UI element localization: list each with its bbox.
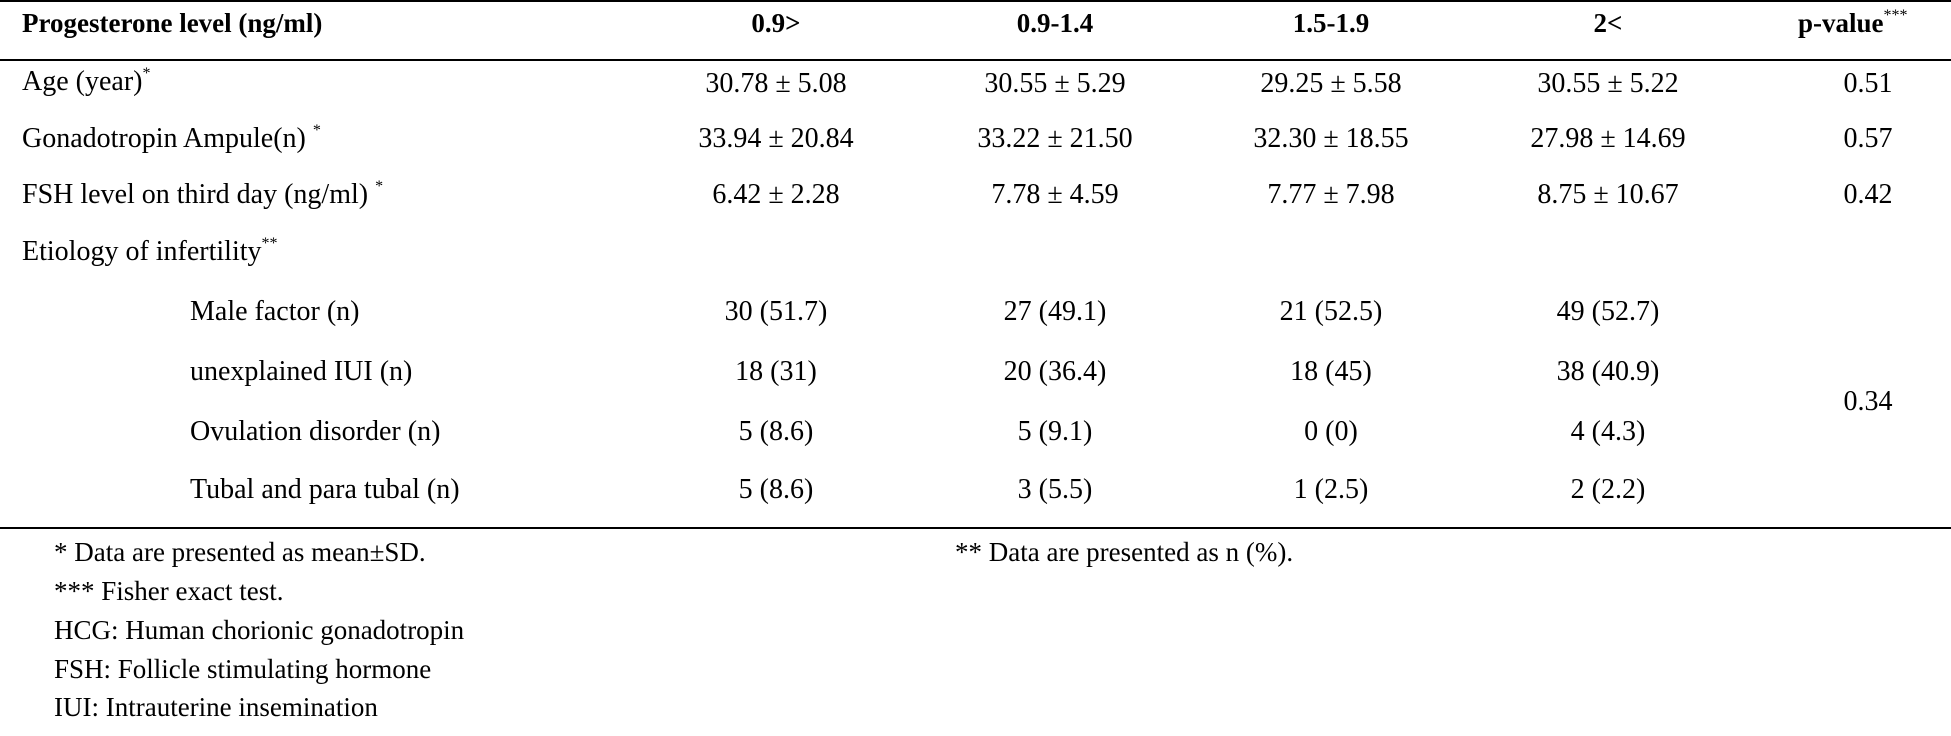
header-col2: 0.9-1.4 [1016,8,1094,38]
table-cell: 30 (51.7) [724,296,828,327]
p-value-cell: 0.51 [1843,68,1893,99]
row-label: Tubal and para tubal (n) [190,474,460,505]
table-cell: 27 (49.1) [1003,296,1107,327]
table-cell: 27.98 ± 14.69 [1530,123,1686,154]
table-header-rule [0,59,1951,61]
p-value-cell: 0.57 [1843,123,1893,154]
table-cell: 5 (8.6) [738,416,814,447]
row-label: Etiology of infertility** [22,235,278,267]
table-cell: 33.94 ± 20.84 [698,123,854,154]
row-label: Gonadotropin Ampule(n) * [22,122,321,154]
etiology-p-value-cell: 0.34 [1843,386,1893,417]
header-pvalue-sup: *** [1883,7,1908,24]
table-cell: 33.22 ± 21.50 [977,123,1133,154]
footnote-fsh: FSH: Follicle stimulating hormone [54,654,432,684]
footnote-iui: IUI: Intrauterine insemination [54,692,378,722]
table-cell: 7.77 ± 7.98 [1267,179,1395,210]
row-label: unexplained IUI (n) [190,356,413,387]
table-cell: 32.30 ± 18.55 [1253,123,1409,154]
row-label: FSH level on third day (ng/ml) * [22,178,384,210]
table-cell: 5 (8.6) [738,474,814,505]
header-col1: 0.9> [751,8,801,38]
table-cell: 30.55 ± 5.29 [984,68,1126,99]
table-cell: 49 (52.7) [1556,296,1660,327]
table-cell: 7.78 ± 4.59 [991,179,1119,210]
table-cell: 18 (45) [1290,356,1372,387]
table-top-rule [0,0,1951,2]
footnote-fisher: *** Fisher exact test. [54,576,284,606]
table-cell: 0 (0) [1304,416,1358,447]
footnote-n-percent: ** Data are presented as n (%). [955,537,1294,567]
table-cell: 6.42 ± 2.28 [712,179,840,210]
table-cell: 4 (4.3) [1570,416,1646,447]
table-cell: 8.75 ± 10.67 [1537,179,1679,210]
table-cell: 21 (52.5) [1279,296,1383,327]
table-bottom-rule [0,527,1951,529]
row-label: Male factor (n) [190,296,360,327]
row-label: Age (year)* [22,65,151,97]
table-cell: 29.25 ± 5.58 [1260,68,1402,99]
header-col3: 1.5-1.9 [1292,8,1370,38]
footnote-mean-sd: * Data are presented as mean±SD. [54,537,426,567]
table-cell: 20 (36.4) [1003,356,1107,387]
table-cell: 3 (5.5) [1017,474,1093,505]
table-cell: 30.55 ± 5.22 [1537,68,1679,99]
footnote-hcg: HCG: Human chorionic gonadotropin [54,615,465,645]
table-cell: 18 (31) [735,356,817,387]
p-value-cell: 0.42 [1843,179,1893,210]
table-cell: 30.78 ± 5.08 [705,68,847,99]
header-col4: 2< [1593,8,1623,38]
table-cell: 1 (2.5) [1293,474,1369,505]
table-cell: 38 (40.9) [1556,356,1660,387]
table-cell: 2 (2.2) [1570,474,1646,505]
row-label: Ovulation disorder (n) [190,416,441,447]
table-cell: 5 (9.1) [1017,416,1093,447]
header-pvalue: p-value*** [1798,7,1908,38]
header-label: Progesterone level (ng/ml) [22,8,323,38]
